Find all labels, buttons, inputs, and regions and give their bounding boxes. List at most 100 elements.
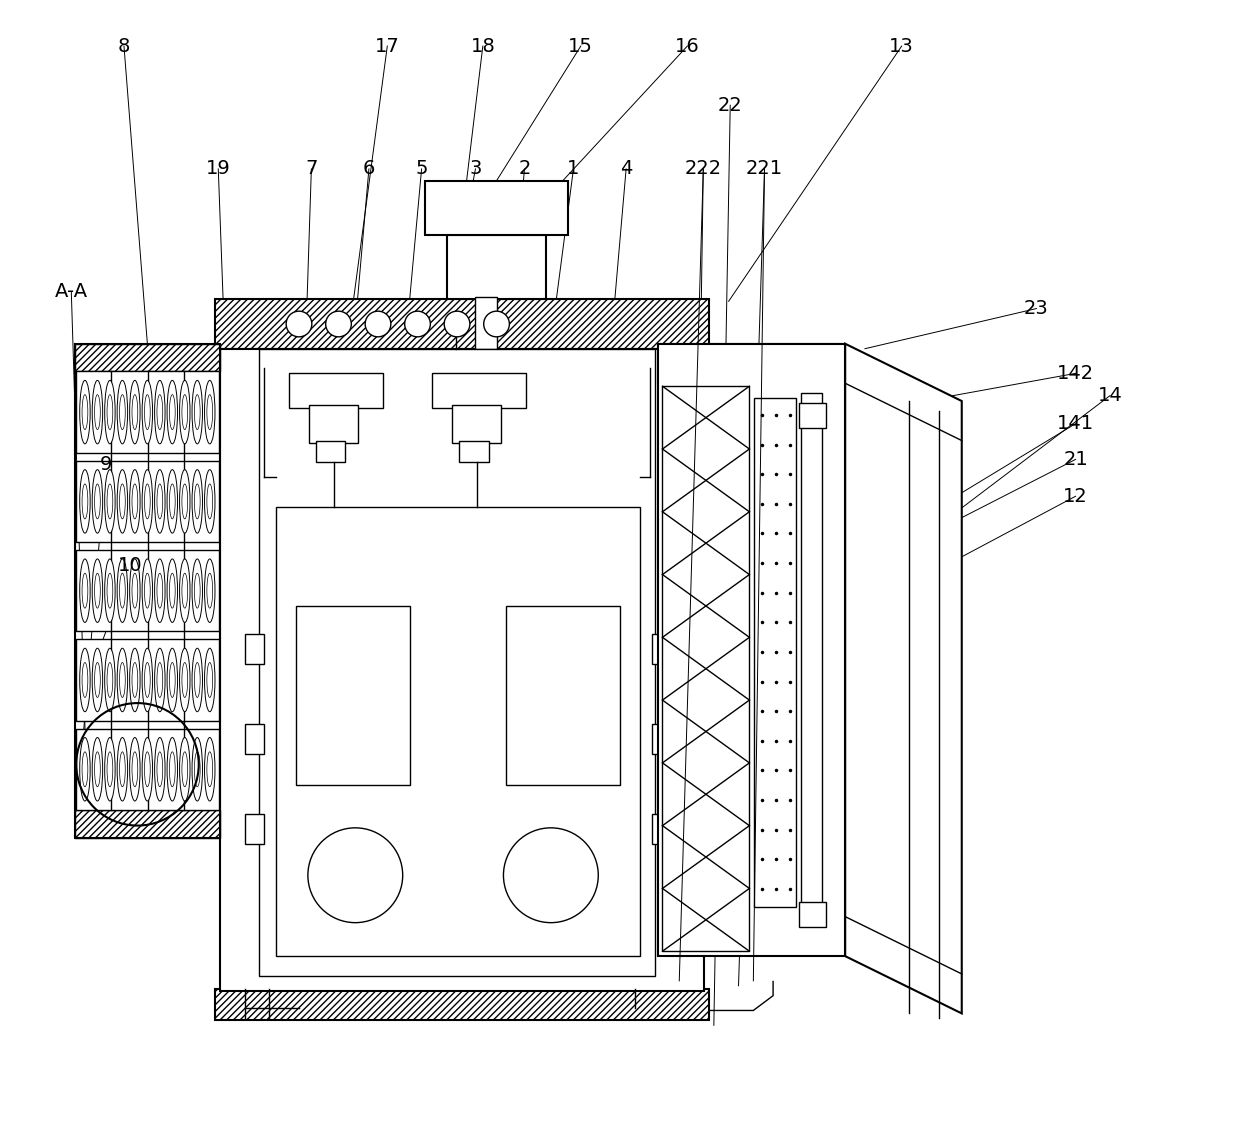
Ellipse shape — [192, 380, 202, 443]
Ellipse shape — [207, 484, 212, 519]
Ellipse shape — [107, 484, 113, 519]
Ellipse shape — [92, 380, 103, 443]
Ellipse shape — [167, 648, 177, 711]
Circle shape — [326, 311, 351, 337]
Ellipse shape — [155, 380, 165, 443]
Text: 10: 10 — [118, 556, 143, 575]
Ellipse shape — [104, 648, 115, 711]
Bar — [244, 634, 264, 664]
Text: 2: 2 — [518, 159, 531, 179]
Ellipse shape — [117, 380, 128, 443]
Ellipse shape — [180, 380, 190, 443]
Ellipse shape — [92, 737, 103, 801]
Bar — [259, 348, 655, 976]
Ellipse shape — [104, 559, 115, 622]
Ellipse shape — [192, 469, 202, 533]
Ellipse shape — [205, 380, 215, 443]
Text: 8: 8 — [118, 36, 130, 55]
Ellipse shape — [170, 395, 175, 430]
Ellipse shape — [157, 663, 162, 698]
Ellipse shape — [167, 380, 177, 443]
Bar — [459, 441, 489, 463]
Ellipse shape — [94, 752, 100, 787]
Ellipse shape — [182, 573, 187, 608]
Ellipse shape — [104, 737, 115, 801]
Text: 22: 22 — [718, 96, 743, 114]
Text: 18: 18 — [470, 36, 495, 55]
Text: 3: 3 — [469, 159, 481, 179]
Ellipse shape — [131, 752, 138, 787]
Ellipse shape — [145, 663, 150, 698]
Ellipse shape — [205, 469, 215, 533]
Ellipse shape — [170, 484, 175, 519]
Ellipse shape — [182, 663, 187, 698]
Bar — [309, 405, 358, 442]
Bar — [76, 371, 219, 452]
Bar — [215, 988, 709, 1020]
Text: 17: 17 — [374, 36, 399, 55]
Ellipse shape — [205, 648, 215, 711]
Text: 221: 221 — [746, 159, 784, 179]
Ellipse shape — [170, 752, 175, 787]
Circle shape — [365, 311, 391, 337]
Text: 15: 15 — [568, 36, 593, 55]
Text: 14: 14 — [1097, 386, 1122, 405]
Ellipse shape — [130, 648, 140, 711]
Ellipse shape — [207, 573, 212, 608]
Text: 1: 1 — [567, 159, 579, 179]
Ellipse shape — [155, 559, 165, 622]
Bar — [799, 901, 826, 926]
Ellipse shape — [119, 573, 125, 608]
Ellipse shape — [195, 395, 200, 430]
Ellipse shape — [107, 752, 113, 787]
Ellipse shape — [104, 380, 115, 443]
Bar — [316, 441, 346, 463]
Ellipse shape — [94, 663, 100, 698]
Ellipse shape — [157, 395, 162, 430]
Bar — [651, 724, 671, 754]
Text: 5: 5 — [415, 159, 428, 179]
Ellipse shape — [94, 573, 100, 608]
Ellipse shape — [170, 663, 175, 698]
Ellipse shape — [131, 395, 138, 430]
Ellipse shape — [79, 380, 91, 443]
Ellipse shape — [180, 648, 190, 711]
Ellipse shape — [117, 737, 128, 801]
Bar — [76, 639, 219, 720]
Bar — [657, 344, 846, 383]
Ellipse shape — [92, 559, 103, 622]
Ellipse shape — [117, 559, 128, 622]
Ellipse shape — [131, 663, 138, 698]
Text: 16: 16 — [675, 36, 699, 55]
Ellipse shape — [195, 573, 200, 608]
Ellipse shape — [143, 469, 153, 533]
Bar — [453, 405, 501, 442]
Ellipse shape — [155, 737, 165, 801]
Text: 141: 141 — [1056, 414, 1094, 433]
Circle shape — [286, 311, 311, 337]
Ellipse shape — [195, 752, 200, 787]
Bar — [74, 810, 219, 838]
Bar — [74, 344, 219, 838]
Text: 6: 6 — [363, 159, 376, 179]
Ellipse shape — [94, 484, 100, 519]
Ellipse shape — [143, 737, 153, 801]
Bar — [801, 394, 822, 907]
Bar — [289, 373, 383, 408]
Text: 4: 4 — [620, 159, 632, 179]
Ellipse shape — [155, 648, 165, 711]
Bar — [244, 814, 264, 844]
Ellipse shape — [117, 469, 128, 533]
Ellipse shape — [119, 395, 125, 430]
Text: A-A: A-A — [55, 283, 88, 301]
Circle shape — [404, 311, 430, 337]
Ellipse shape — [167, 559, 177, 622]
Ellipse shape — [157, 573, 162, 608]
Ellipse shape — [195, 484, 200, 519]
Circle shape — [444, 311, 470, 337]
Ellipse shape — [143, 559, 153, 622]
Ellipse shape — [207, 663, 212, 698]
Ellipse shape — [130, 559, 140, 622]
Ellipse shape — [119, 752, 125, 787]
Ellipse shape — [130, 737, 140, 801]
